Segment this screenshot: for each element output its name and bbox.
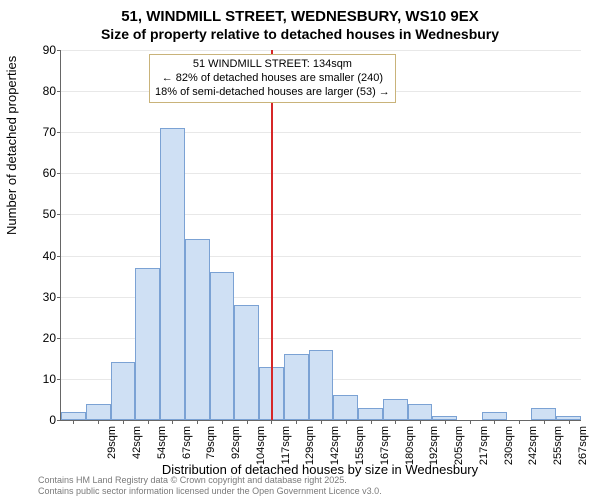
footnote-line1: Contains HM Land Registry data © Crown c…	[38, 475, 382, 485]
histogram-bar	[333, 395, 358, 420]
chart-container: 51, WINDMILL STREET, WEDNESBURY, WS10 9E…	[0, 0, 600, 500]
y-tick-mark	[57, 297, 61, 298]
x-tick-mark	[569, 420, 570, 424]
y-tick-mark	[57, 379, 61, 380]
y-tick-label: 50	[16, 207, 56, 221]
histogram-bar	[358, 408, 383, 420]
x-tick-label: 180sqm	[404, 426, 416, 466]
y-tick-label: 20	[16, 331, 56, 345]
x-tick-mark	[395, 420, 396, 424]
histogram-bar	[531, 408, 556, 420]
x-tick-label: 217sqm	[478, 426, 490, 466]
x-tick-mark	[470, 420, 471, 424]
y-tick-label: 60	[16, 166, 56, 180]
histogram-bar	[185, 239, 210, 420]
gridline	[61, 132, 581, 133]
y-tick-label: 30	[16, 290, 56, 304]
x-tick-label: 42sqm	[131, 426, 143, 466]
footnote: Contains HM Land Registry data © Crown c…	[38, 475, 382, 496]
plot-area: 51 WINDMILL STREET: 134sqm← 82% of detac…	[60, 50, 581, 421]
y-tick-label: 40	[16, 249, 56, 263]
y-tick-mark	[57, 338, 61, 339]
x-tick-label: 92sqm	[230, 426, 242, 466]
x-tick-mark	[321, 420, 322, 424]
x-tick-label: 142sqm	[329, 426, 341, 466]
x-tick-mark	[73, 420, 74, 424]
x-tick-label: 230sqm	[503, 426, 515, 466]
histogram-bar	[135, 268, 160, 420]
x-tick-label: 155sqm	[354, 426, 366, 466]
x-tick-label: 192sqm	[428, 426, 440, 466]
annotation-box: 51 WINDMILL STREET: 134sqm← 82% of detac…	[149, 54, 396, 103]
y-tick-label: 10	[16, 372, 56, 386]
x-tick-mark	[445, 420, 446, 424]
annotation-line: ← 82% of detached houses are smaller (24…	[155, 72, 390, 86]
footnote-line2: Contains public sector information licen…	[38, 486, 382, 496]
x-tick-mark	[247, 420, 248, 424]
x-tick-label: 267sqm	[577, 426, 589, 466]
histogram-bar	[61, 412, 86, 420]
x-tick-mark	[544, 420, 545, 424]
x-tick-label: 67sqm	[181, 426, 193, 466]
histogram-bar	[482, 412, 507, 420]
x-tick-label: 54sqm	[156, 426, 168, 466]
histogram-bar	[111, 362, 136, 420]
histogram-bar	[309, 350, 334, 420]
y-tick-mark	[57, 132, 61, 133]
x-tick-label: 242sqm	[527, 426, 539, 466]
x-tick-label: 167sqm	[379, 426, 391, 466]
x-tick-label: 205sqm	[453, 426, 465, 466]
histogram-bar	[160, 128, 185, 420]
x-tick-label: 104sqm	[255, 426, 267, 466]
histogram-bar	[383, 399, 408, 420]
histogram-bar	[408, 404, 433, 420]
gridline	[61, 256, 581, 257]
x-tick-mark	[420, 420, 421, 424]
y-tick-label: 80	[16, 84, 56, 98]
y-tick-mark	[57, 91, 61, 92]
gridline	[61, 173, 581, 174]
x-tick-label: 129sqm	[304, 426, 316, 466]
x-tick-mark	[296, 420, 297, 424]
histogram-bar	[234, 305, 259, 420]
histogram-bar	[86, 404, 111, 420]
annotation-line: 51 WINDMILL STREET: 134sqm	[155, 58, 390, 72]
x-tick-mark	[271, 420, 272, 424]
reference-line	[271, 50, 273, 420]
histogram-bar	[284, 354, 309, 420]
y-tick-mark	[57, 173, 61, 174]
x-tick-label: 29sqm	[106, 426, 118, 466]
histogram-bar	[210, 272, 235, 420]
x-tick-mark	[494, 420, 495, 424]
y-tick-mark	[57, 50, 61, 51]
y-tick-label: 70	[16, 125, 56, 139]
x-tick-label: 79sqm	[205, 426, 217, 466]
x-tick-mark	[371, 420, 372, 424]
annotation-line: 18% of semi-detached houses are larger (…	[155, 86, 390, 100]
x-tick-label: 255sqm	[552, 426, 564, 466]
y-tick-mark	[57, 214, 61, 215]
chart-title-line1: 51, WINDMILL STREET, WEDNESBURY, WS10 9E…	[0, 8, 600, 25]
y-tick-label: 90	[16, 43, 56, 57]
gridline	[61, 214, 581, 215]
x-tick-mark	[98, 420, 99, 424]
x-tick-mark	[172, 420, 173, 424]
x-tick-mark	[197, 420, 198, 424]
x-tick-mark	[123, 420, 124, 424]
x-tick-mark	[148, 420, 149, 424]
x-tick-mark	[222, 420, 223, 424]
chart-title-line2: Size of property relative to detached ho…	[0, 26, 600, 42]
x-tick-mark	[346, 420, 347, 424]
x-tick-mark	[519, 420, 520, 424]
y-tick-mark	[57, 256, 61, 257]
gridline	[61, 50, 581, 51]
y-tick-mark	[57, 420, 61, 421]
x-tick-label: 117sqm	[280, 426, 292, 466]
y-tick-label: 0	[16, 413, 56, 427]
